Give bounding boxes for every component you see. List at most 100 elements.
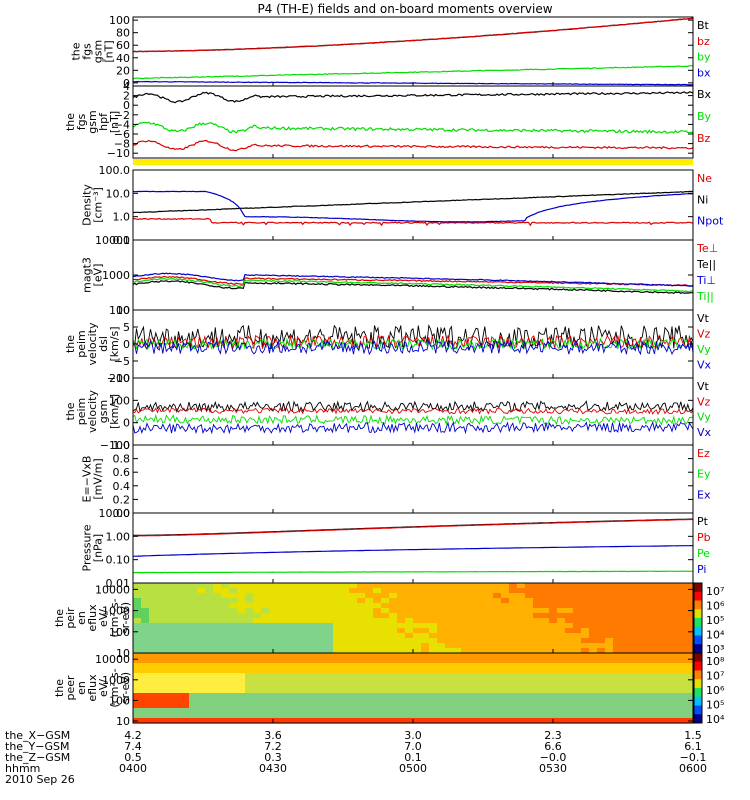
spectrogram-cell <box>589 603 598 609</box>
spectrogram-cell <box>285 643 294 649</box>
spectrogram-cell <box>565 658 574 664</box>
spectrogram-cell <box>285 588 294 594</box>
spectrogram-cell <box>661 673 670 679</box>
spectrogram-cell <box>469 668 478 674</box>
spectrogram-cell <box>149 588 158 594</box>
spectrogram-cell <box>477 678 486 684</box>
legend-Vy: Vy <box>697 411 711 424</box>
spectrogram-cell <box>205 613 214 619</box>
spectrogram-cell <box>397 648 406 654</box>
spectrogram-cell <box>501 623 510 629</box>
spectrogram-cell <box>349 678 358 684</box>
spectrogram-cell <box>165 713 174 719</box>
spectrogram-cell <box>309 683 318 689</box>
spectrogram-cell <box>237 618 246 624</box>
spectrogram-cell <box>453 668 462 674</box>
spectrogram-cell <box>261 638 270 644</box>
spectrogram-cell <box>253 663 262 669</box>
spectrogram-cell <box>157 683 166 689</box>
spectrogram-cell <box>645 653 654 659</box>
spectrogram-cell <box>677 698 686 704</box>
spectrogram-cell <box>517 688 526 694</box>
spectrogram-cell <box>277 643 286 649</box>
spectrogram-cell <box>581 698 590 704</box>
spectrogram-cell <box>677 598 686 604</box>
spectrogram-cell <box>525 683 534 689</box>
spectrogram-cell <box>149 628 158 634</box>
spectrogram-cell <box>525 603 534 609</box>
spectrogram-cell <box>629 683 638 689</box>
spectrogram-cell <box>237 588 246 594</box>
spectrogram-cell <box>469 708 478 714</box>
y-tick-label: 100 <box>109 394 130 407</box>
spectrogram-cell <box>645 683 654 689</box>
spectrogram-cell <box>453 663 462 669</box>
spectrogram-cell <box>205 603 214 609</box>
spectrogram-cell <box>637 603 646 609</box>
spectrogram-cell <box>301 678 310 684</box>
spectrogram-cell <box>157 678 166 684</box>
spectrogram-cell <box>685 693 694 699</box>
legend-Vx: Vx <box>697 426 712 439</box>
spectrogram-cell <box>325 693 334 699</box>
series-Vx <box>132 421 694 435</box>
spectrogram-cell <box>621 643 630 649</box>
spectrogram-cell <box>637 673 646 679</box>
spectrogram-cell <box>661 618 670 624</box>
spectrogram-cell <box>517 718 526 724</box>
spectrogram-cell <box>501 668 510 674</box>
spectrogram-cell <box>389 618 398 624</box>
spectrogram-cell <box>141 703 150 709</box>
spectrogram-cell <box>325 648 334 654</box>
spectrogram-cell <box>173 593 182 599</box>
spectrogram-cell <box>573 683 582 689</box>
spectrogram-cell <box>333 643 342 649</box>
y-tick-label: 60 <box>116 39 130 52</box>
spectrogram-cell <box>469 678 478 684</box>
series-Ti⊥ <box>132 272 694 287</box>
spectrogram-cell <box>557 613 566 619</box>
spectrogram-cell <box>357 708 366 714</box>
spectrogram-cell <box>477 633 486 639</box>
spectrogram-cell <box>533 613 542 619</box>
spectrogram-cell <box>533 693 542 699</box>
spectrogram-cell <box>453 703 462 709</box>
spectrogram-cell <box>237 628 246 634</box>
spectrogram-cell <box>309 693 318 699</box>
spectrogram-cell <box>373 658 382 664</box>
spectrogram-cell <box>221 608 230 614</box>
spectrogram-cell <box>197 713 206 719</box>
spectrogram-cell <box>229 628 238 634</box>
spectrogram-cell <box>229 638 238 644</box>
y-axis-label-line: eV/ <box>97 679 110 697</box>
legend-Vt: Vt <box>697 380 710 393</box>
legend-Vx: Vx <box>697 359 712 372</box>
y-axis-label-line: peir <box>64 607 77 629</box>
spectrogram-cell <box>677 663 686 669</box>
spectrogram-cell <box>685 648 694 654</box>
spectrogram-cell <box>581 688 590 694</box>
spectrogram-cell <box>437 693 446 699</box>
spectrogram-cell <box>685 633 694 639</box>
legend-Bt: Bt <box>697 19 710 32</box>
spectrogram-cell <box>669 638 678 644</box>
spectrogram-cell <box>261 718 270 724</box>
spectrogram-cell <box>461 603 470 609</box>
spectrogram-cell <box>349 673 358 679</box>
spectrogram-cell <box>269 623 278 629</box>
spectrogram-cell <box>501 588 510 594</box>
legend-Bx: Bx <box>697 88 712 101</box>
spectrogram-cell <box>509 628 518 634</box>
spectrogram-cell <box>549 673 558 679</box>
spectrogram-cell <box>637 588 646 594</box>
spectrogram-cell <box>165 693 174 699</box>
spectrogram-cell <box>173 603 182 609</box>
spectrogram-cell <box>397 633 406 639</box>
spectrogram-cell <box>197 583 206 589</box>
spectrogram-cell <box>517 663 526 669</box>
spectrogram-cell <box>685 658 694 664</box>
spectrogram-cell <box>301 583 310 589</box>
spectrogram-cell <box>557 643 566 649</box>
spectrogram-cell <box>485 638 494 644</box>
spectrogram-cell <box>437 688 446 694</box>
